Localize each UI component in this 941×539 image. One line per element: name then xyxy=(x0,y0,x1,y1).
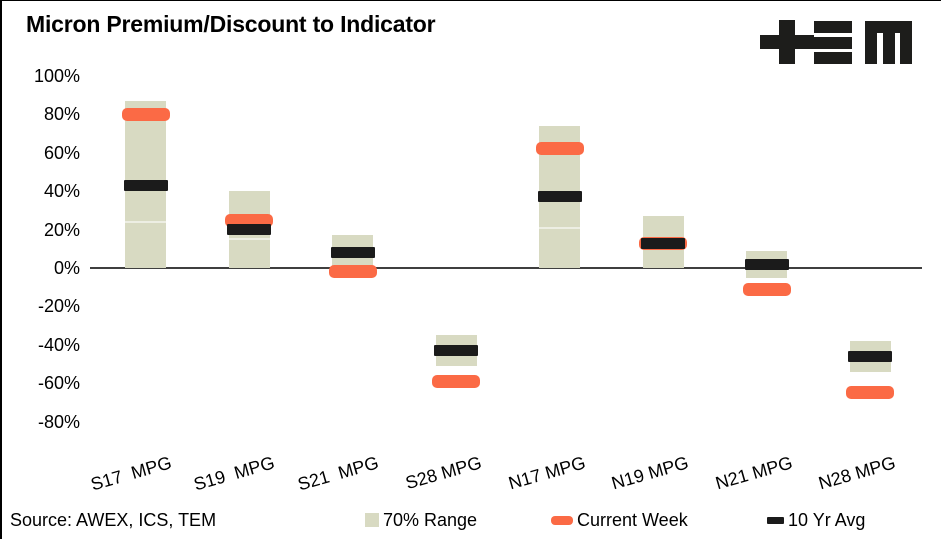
y-axis-tick: -80% xyxy=(37,411,80,432)
current-week-marker xyxy=(121,107,170,121)
y-axis-tick: -40% xyxy=(37,334,80,355)
range-segment-divider xyxy=(125,220,166,223)
range-segment-divider xyxy=(228,238,270,241)
current-week-marker xyxy=(432,374,480,388)
legend-label-current-week: Current Week xyxy=(577,510,688,530)
logo-m-icon xyxy=(865,21,912,64)
legend-label-range: 70% Range xyxy=(383,510,478,530)
ten-yr-avg-marker xyxy=(227,224,271,236)
x-axis-zero-line xyxy=(90,267,922,269)
legend-item-range: 70% Range xyxy=(365,509,477,531)
current-week-marker xyxy=(225,213,273,227)
range-swatch-icon xyxy=(365,513,379,527)
range-segment-divider xyxy=(539,226,580,229)
y-axis-tick: 20% xyxy=(43,219,80,240)
legend-label-10yr-avg: 10 Yr Avg xyxy=(788,510,866,530)
ten-yr-avg-marker xyxy=(744,258,789,270)
y-axis-tick: 40% xyxy=(43,181,80,202)
y-axis-tick: -60% xyxy=(37,373,80,394)
ten-yr-avg-marker xyxy=(848,350,892,362)
y-axis-tick: 80% xyxy=(43,104,80,125)
y-axis-tick: 0% xyxy=(53,258,80,278)
current-week-marker xyxy=(328,265,377,279)
chart-title: Micron Premium/Discount to Indicator xyxy=(26,11,436,37)
source-note: Source: AWEX, ICS, TEM xyxy=(10,510,217,530)
current-week-marker xyxy=(846,386,894,400)
tem-logo xyxy=(758,18,914,65)
y-axis-tick: 60% xyxy=(43,142,80,163)
y-axis-tick: -20% xyxy=(37,296,80,317)
ten-yr-avg-marker xyxy=(641,237,685,249)
ten-yr-avg-marker xyxy=(537,191,582,203)
current-week-marker xyxy=(535,142,584,156)
avg-swatch-icon xyxy=(767,516,784,524)
ten-yr-avg-marker xyxy=(434,345,478,357)
logo-equals-icon xyxy=(814,21,852,64)
ten-yr-avg-marker xyxy=(330,247,375,259)
legend-item-current-week: Current Week xyxy=(551,509,688,531)
legend-item-10yr-avg: 10 Yr Avg xyxy=(767,509,865,531)
current-week-marker xyxy=(742,282,791,296)
current-week-swatch-icon xyxy=(551,515,573,525)
logo-plus-icon xyxy=(760,20,814,64)
ten-yr-avg-marker xyxy=(123,179,168,191)
y-axis-tick: 100% xyxy=(33,66,80,86)
